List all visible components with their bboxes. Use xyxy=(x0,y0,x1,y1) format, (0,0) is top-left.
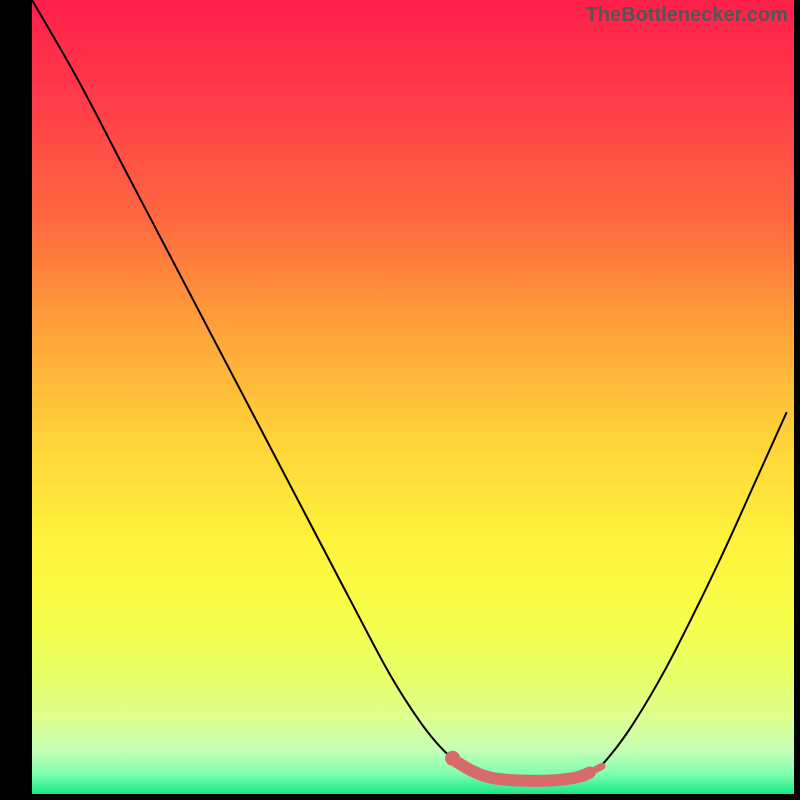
gradient-plot-area xyxy=(32,0,794,794)
chart-container: TheBottlenecker.com xyxy=(0,0,800,800)
watermark-text: TheBottlenecker.com xyxy=(586,4,788,27)
highlight-start-dot xyxy=(445,751,460,766)
bottleneck-curve-chart xyxy=(0,0,800,800)
